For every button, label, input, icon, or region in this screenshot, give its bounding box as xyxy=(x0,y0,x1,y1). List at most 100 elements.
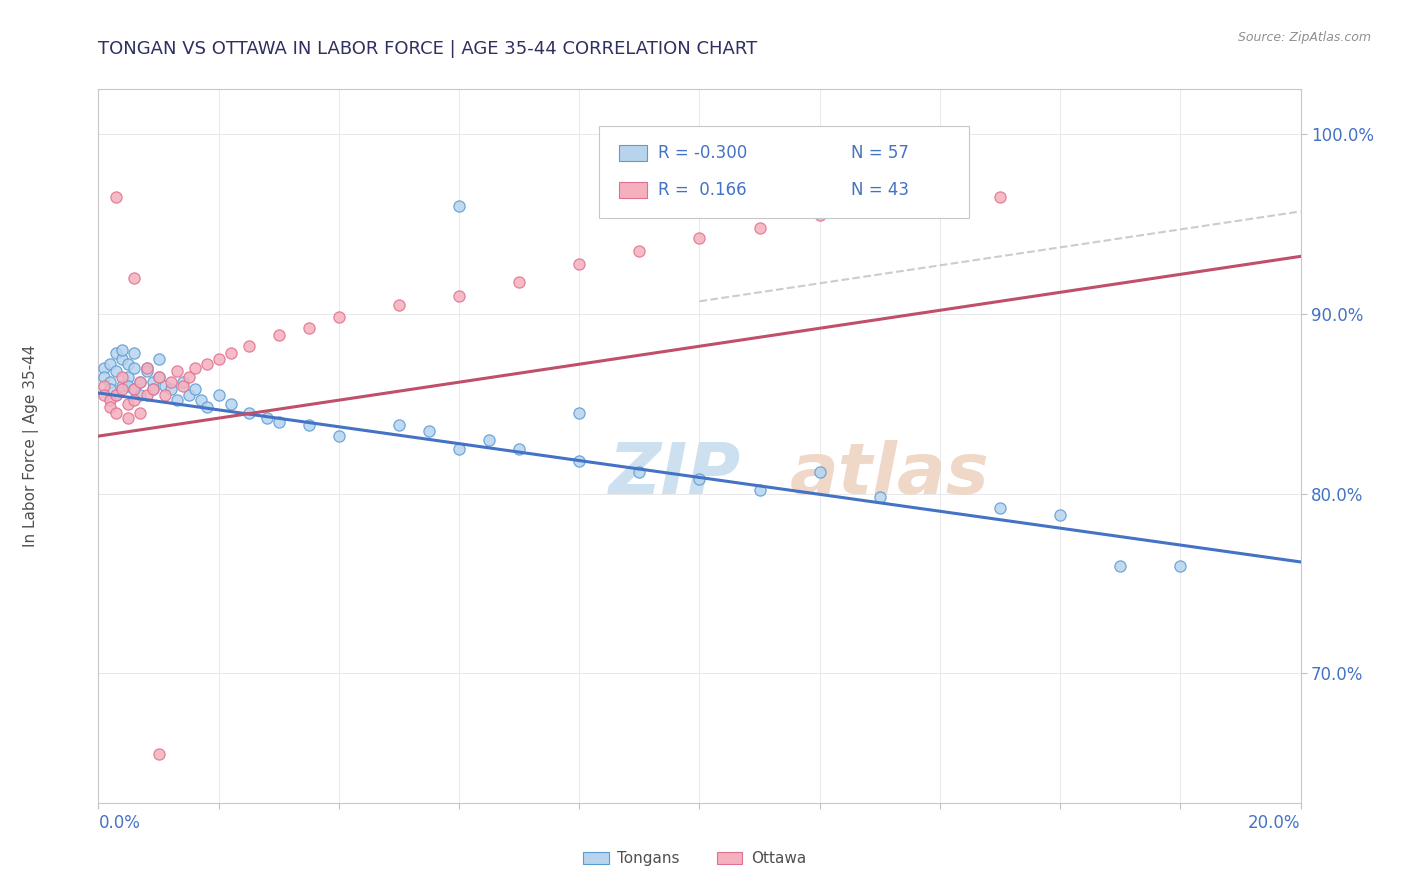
Text: In Labor Force | Age 35-44: In Labor Force | Age 35-44 xyxy=(22,345,39,547)
Text: R = -0.300: R = -0.300 xyxy=(658,145,747,162)
Point xyxy=(219,397,242,411)
Point xyxy=(129,375,152,389)
Point xyxy=(111,378,134,392)
Point xyxy=(166,364,188,378)
Point xyxy=(1109,558,1132,573)
Point xyxy=(808,208,831,222)
Point xyxy=(100,357,122,371)
Point xyxy=(105,406,128,420)
Point xyxy=(135,364,157,378)
Point xyxy=(177,369,200,384)
Point xyxy=(748,483,770,497)
Point xyxy=(568,256,591,270)
Point xyxy=(141,383,163,397)
Point xyxy=(111,369,134,384)
Point xyxy=(148,747,170,762)
Text: ZIP: ZIP xyxy=(609,440,741,509)
Point xyxy=(219,346,242,360)
Point xyxy=(159,383,181,397)
Point xyxy=(141,383,163,397)
Point xyxy=(117,411,139,425)
Point xyxy=(418,424,440,438)
Point xyxy=(105,364,128,378)
Point xyxy=(93,369,115,384)
Point xyxy=(129,388,152,402)
Point xyxy=(105,190,128,204)
Point xyxy=(117,378,139,392)
Point xyxy=(148,369,170,384)
Point xyxy=(748,220,770,235)
Point xyxy=(238,339,260,353)
Point xyxy=(183,360,205,375)
Point xyxy=(328,310,350,325)
Point xyxy=(628,244,651,258)
Point xyxy=(447,289,470,303)
Point xyxy=(100,401,122,415)
Point xyxy=(100,393,122,408)
Text: atlas: atlas xyxy=(790,440,990,509)
Point xyxy=(93,360,115,375)
Text: 20.0%: 20.0% xyxy=(1249,814,1301,831)
Point xyxy=(135,388,157,402)
Point xyxy=(111,351,134,366)
Point xyxy=(190,393,212,408)
Text: Tongans: Tongans xyxy=(617,851,679,865)
Point xyxy=(1049,508,1071,523)
Text: TONGAN VS OTTAWA IN LABOR FORCE | AGE 35-44 CORRELATION CHART: TONGAN VS OTTAWA IN LABOR FORCE | AGE 35… xyxy=(98,40,758,58)
Point xyxy=(105,388,128,402)
Point xyxy=(988,501,1011,516)
Point xyxy=(238,406,260,420)
Point xyxy=(988,190,1011,204)
Point xyxy=(93,378,115,392)
Point xyxy=(100,383,122,397)
Point xyxy=(195,357,218,371)
Point xyxy=(688,231,710,245)
Text: Source: ZipAtlas.com: Source: ZipAtlas.com xyxy=(1237,31,1371,45)
Point xyxy=(148,351,170,366)
Point xyxy=(117,369,139,384)
Point xyxy=(129,406,152,420)
Point xyxy=(159,375,181,389)
Point xyxy=(105,346,128,360)
Point xyxy=(124,271,146,285)
Text: N = 57: N = 57 xyxy=(851,145,908,162)
Point xyxy=(183,383,205,397)
Point xyxy=(135,360,157,375)
Point xyxy=(153,378,176,392)
Point xyxy=(166,393,188,408)
Point xyxy=(256,411,278,425)
Point xyxy=(111,383,134,397)
Point xyxy=(388,418,411,433)
Text: N = 43: N = 43 xyxy=(851,181,908,199)
Point xyxy=(208,351,231,366)
Point xyxy=(267,328,290,343)
Point xyxy=(172,375,194,389)
Point xyxy=(100,375,122,389)
Point xyxy=(124,383,146,397)
Point xyxy=(568,454,591,468)
Point xyxy=(129,375,152,389)
Point xyxy=(117,397,139,411)
Point xyxy=(208,388,231,402)
Point xyxy=(148,369,170,384)
Point xyxy=(508,275,530,289)
Point xyxy=(172,378,194,392)
Point xyxy=(447,199,470,213)
Point xyxy=(124,346,146,360)
Point xyxy=(141,375,163,389)
Point xyxy=(688,472,710,486)
Point xyxy=(124,393,146,408)
Text: R =  0.166: R = 0.166 xyxy=(658,181,747,199)
Text: Ottawa: Ottawa xyxy=(751,851,806,865)
Point xyxy=(328,429,350,443)
Text: 0.0%: 0.0% xyxy=(98,814,141,831)
Point xyxy=(568,406,591,420)
Point xyxy=(124,383,146,397)
Point xyxy=(478,433,501,447)
Point xyxy=(267,415,290,429)
Point xyxy=(388,298,411,312)
Point xyxy=(869,490,891,504)
Point xyxy=(135,360,157,375)
Point xyxy=(195,401,218,415)
Point xyxy=(628,465,651,479)
